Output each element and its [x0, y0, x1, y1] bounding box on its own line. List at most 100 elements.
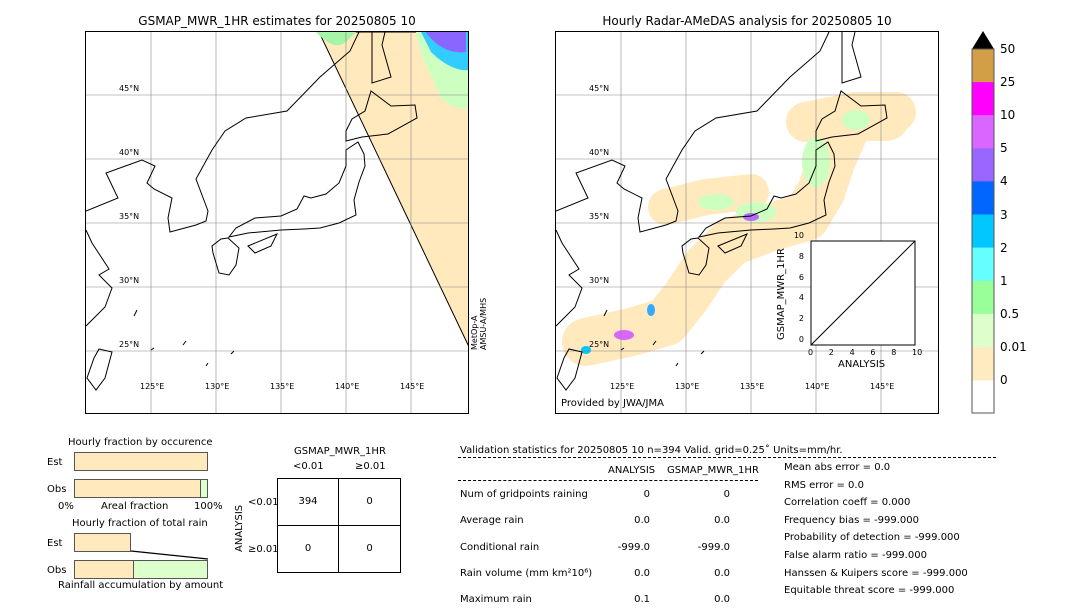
score-line: Frequency bias = -999.000 [784, 514, 919, 526]
inset-xlabel: ANALYSIS [838, 359, 886, 370]
stat-gsmap-value: 0.0 [714, 567, 730, 579]
left-map-title: GSMAP_MWR_1HR estimates for 20250805 10 [138, 14, 416, 28]
colorbar-segment [972, 280, 994, 315]
colorbar-label: 5 [1000, 141, 1008, 156]
credit-label: Provided by JWA/JMA [561, 398, 664, 409]
stat-gsmap-value: -999.0 [697, 541, 730, 553]
colorbar-segment [972, 148, 994, 182]
inset-y-tick: 2 [798, 314, 804, 324]
sensor-label: AMSU-A/MHS [479, 297, 488, 350]
inset-y-tick: 0 [798, 335, 804, 344]
left-map-svg [86, 32, 468, 413]
stats-header: Validation statistics for 20250805 10 n=… [460, 445, 843, 456]
table-cell: 394 [278, 479, 339, 526]
rain-area [647, 304, 655, 316]
stat-label: Num of gridpoints raining [460, 489, 588, 500]
est-label: Est [47, 538, 63, 549]
lon-tick-label: 135°E [740, 382, 765, 391]
lon-tick-label: 145°E [870, 382, 895, 391]
stat-analysis-value: 0 [643, 489, 650, 500]
colorbar-extend-arrow [972, 31, 994, 49]
lat-tick-label: 45°N [119, 84, 140, 93]
est-occurrence-bar [74, 452, 208, 471]
table-cell: 0 [278, 525, 339, 572]
colorbar-segment [972, 214, 994, 249]
colorbar-segment [972, 115, 994, 149]
obs-label: Obs [47, 565, 67, 576]
lon-tick-label: 135°E [270, 382, 295, 391]
lon-tick-label: 145°E [400, 382, 425, 391]
col-header: <0.01 [293, 461, 324, 472]
inset-x-tick: 2 [828, 348, 834, 357]
inset-y-tick: 10 [793, 231, 804, 240]
rain-area [842, 110, 870, 130]
rain-area [698, 194, 734, 210]
colorbar-label: 10 [1000, 108, 1016, 123]
colorbar-label: 3 [1000, 207, 1008, 222]
inset-y-tick: 6 [798, 272, 804, 282]
row-header: ≥0.01 [248, 544, 279, 555]
inset-ylabel: GSMAP_MWR_1HR [776, 248, 787, 340]
colorbar-label: 4 [1000, 174, 1008, 189]
stat-label: Rain volume (mm km²10⁶) [460, 567, 593, 579]
inset-diagonal [810, 240, 916, 346]
stat-gsmap-value: 0.0 [714, 594, 730, 606]
tick-100pct: 100% [194, 501, 223, 512]
colorbar-segment [972, 82, 994, 116]
stats-col-analysis: ANALYSIS [608, 465, 656, 476]
obs-label: Obs [47, 484, 67, 495]
lat-tick-label: 30°N [589, 276, 610, 285]
table-ylabel: ANALYSIS [234, 504, 245, 552]
inset-y-tick: 4 [798, 293, 804, 303]
total-rain-xlabel: Rainfall accumulation by amount [58, 580, 224, 591]
colorbar-label: 0.01 [1000, 339, 1027, 354]
table-cell: 0 [366, 543, 373, 555]
colorbar-segment [972, 346, 994, 381]
satellite-swath [318, 32, 468, 346]
stat-gsmap-value: 0 [723, 489, 730, 500]
colorbar-label: 2 [1000, 240, 1008, 255]
occurrence-xlabel: Areal fraction [101, 501, 169, 512]
colorbar-label: 0 [1000, 373, 1008, 387]
lon-tick-label: 130°E [675, 382, 700, 391]
obs-rain-bar-heavy [133, 560, 208, 579]
total-rain-title: Hourly fraction of total rain [72, 518, 208, 529]
colorbar-label: 25 [1000, 75, 1016, 90]
stat-analysis-value: 0.1 [634, 594, 650, 606]
rain-area [426, 32, 466, 53]
row-header: <0.01 [248, 497, 279, 508]
lat-tick-label: 30°N [119, 276, 140, 285]
stat-analysis-value: 0.0 [634, 567, 650, 579]
score-line: Mean abs error = 0.0 [784, 462, 891, 473]
colorbar-label: 0.5 [1000, 306, 1020, 321]
right-map: Provided by JWA/JMA [555, 31, 939, 414]
inset-x-tick: 4 [849, 348, 855, 357]
score-line: Hanssen & Kuipers score = -999.000 [784, 567, 968, 579]
lon-tick-label: 125°E [610, 382, 635, 391]
left-map [85, 31, 469, 414]
lat-tick-label: 25°N [119, 340, 140, 349]
tick-0pct: 0% [58, 501, 74, 512]
inset-x-tick: 10 [912, 348, 923, 357]
right-map-title: Hourly Radar-AMeDAS analysis for 2025080… [602, 14, 892, 28]
stat-label: Maximum rain [460, 594, 532, 606]
inset-y-tick: 8 [798, 251, 804, 261]
stat-gsmap-value: 0.0 [714, 515, 730, 527]
obs-occurrence-bar-dry [74, 479, 201, 498]
inset-x-tick: 0 [808, 348, 814, 357]
right-map-svg [556, 32, 938, 413]
lat-tick-label: 25°N [589, 340, 610, 349]
lat-tick-label: 35°N [119, 212, 140, 221]
table-cell: 0 [339, 479, 400, 526]
colorbar-segment [972, 313, 994, 348]
contingency-table: 394 0 0 0 [277, 478, 401, 573]
divider [458, 457, 996, 458]
score-line: Equitable threat score = -999.000 [784, 585, 955, 597]
lat-tick-label: 35°N [589, 212, 610, 221]
obs-occurrence-bar-wet [200, 479, 208, 498]
colorbar-label: 1 [1000, 273, 1008, 288]
sensor-label: MetOp-A [470, 315, 479, 350]
stats-col-gsmap: GSMAP_MWR_1HR [667, 465, 759, 476]
inset-x-tick: 6 [870, 348, 876, 357]
score-line: False alarm ratio = -999.000 [784, 550, 927, 561]
